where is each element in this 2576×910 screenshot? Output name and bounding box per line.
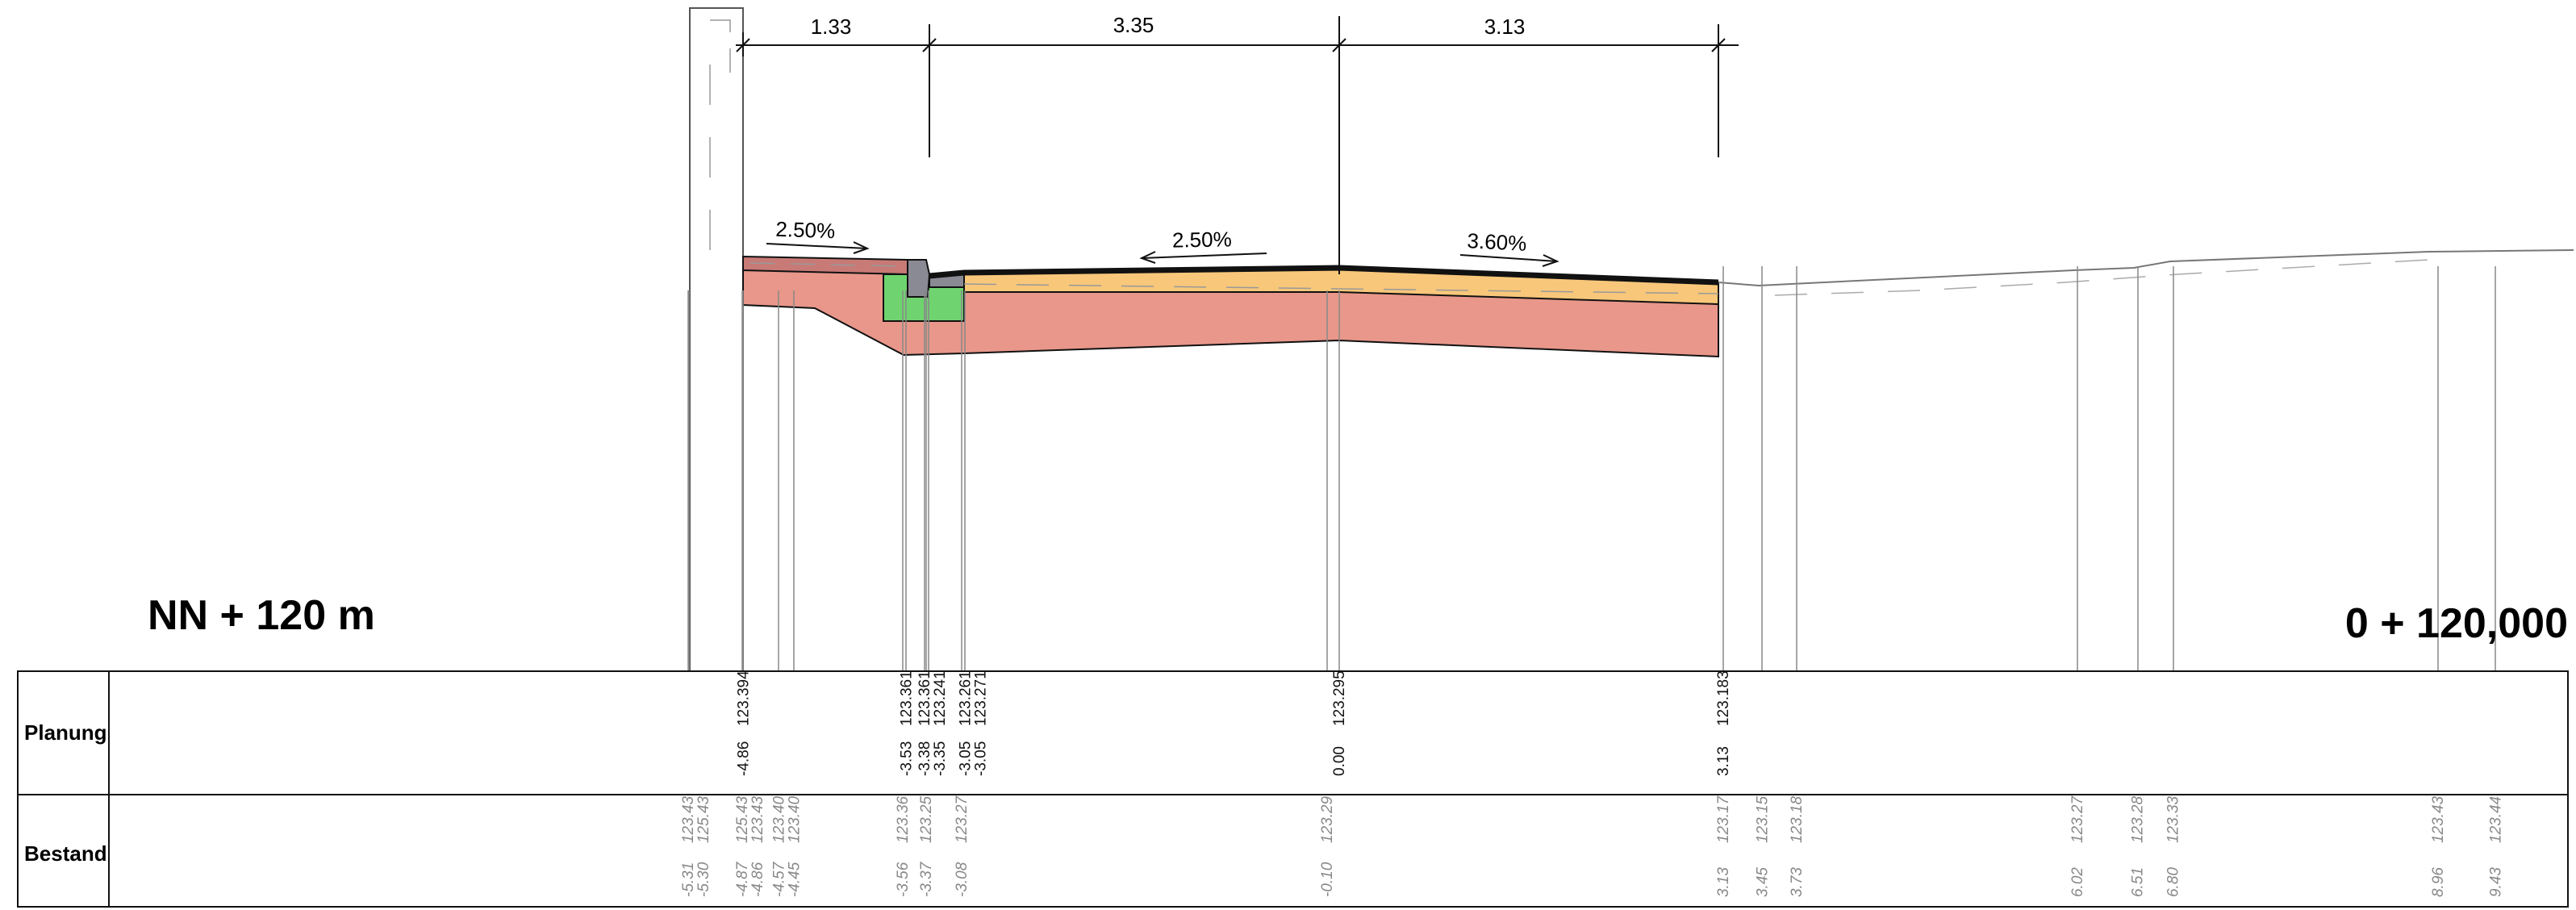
bestand-offset: 6.51 [2130,867,2147,897]
bestand-elevation: 123.25 [918,795,935,843]
bestand-offset: 8.96 [2430,867,2447,897]
bestand-offset: 6.02 [2069,867,2086,897]
bestand-offset: 6.80 [2165,867,2182,897]
planung-elevation: 123.361 [916,670,933,726]
slope-right: 3.60% [1467,228,1527,256]
planung-offset: -3.05 [957,741,974,776]
dimension-1: 1.33 [811,15,852,39]
slope-arrows [766,241,1559,267]
surface-course [929,265,1719,286]
bestand-offset: -3.08 [954,862,971,897]
bestand-offset: -4.87 [734,861,751,897]
bestand-offset: -4.57 [770,861,787,897]
bestand-offset: 9.43 [2487,867,2504,897]
bestand-offset: 3.13 [1715,867,1732,897]
planung-offset: 3.13 [1715,746,1732,776]
bestand-elevation: 123.40 [770,795,787,843]
planung-elevation: 123.183 [1715,670,1732,726]
planung-elevation: 123.361 [898,670,915,726]
bestand-elevation: 123.18 [1789,795,1806,843]
dimension-chain [736,16,1739,274]
planung-offset: -4.86 [735,741,752,776]
planung-offset: -3.38 [916,741,933,776]
row-label-planung: Planung [24,720,107,745]
station-label: 0 + 120,000 [2345,600,2568,647]
planung-elevation: 123.394 [735,670,752,726]
bestand-elevation: 123.27 [2069,795,2086,843]
bestand-elevation: 123.43 [680,795,697,843]
bestand-elevation: 125.43 [734,795,751,843]
bestand-offset: 3.73 [1789,867,1806,897]
planung-values: 123.394-4.86123.361-3.53123.361-3.38123.… [735,670,1731,776]
bestand-values: 123.43 -5.31 125.43 -5.30 125.43 -4.87 123.43 -… [680,795,2504,897]
bestand-elevation: 123.27 [954,795,971,843]
bestand-elevation: 123.29 [1319,795,1336,843]
planung-offset: -3.05 [972,741,989,776]
bestand-elevation: 123.17 [1715,795,1732,843]
bestand-offset: -4.86 [749,862,766,897]
bestand-elevation: 123.43 [749,795,766,843]
bestand-offset: -5.31 [680,862,697,897]
planung-offset: 0.00 [1331,746,1348,776]
planung-elevation: 123.295 [1331,670,1348,726]
slope-left: 2.50% [775,217,836,244]
bestand-offset: -3.37 [918,861,935,897]
planung-elevation: 123.241 [932,670,949,726]
bestand-elevation: 123.15 [1754,795,1771,843]
planung-elevation: 123.261 [957,670,974,726]
bestand-offset: -3.56 [895,862,912,897]
bestand-elevation: 123.33 [2165,795,2182,843]
existing-wall [689,7,744,672]
row-label-bestand: Bestand [24,841,107,866]
bestand-offset: -5.30 [695,862,712,897]
bestand-elevation: 123.40 [786,795,803,843]
planung-offset: -3.53 [898,741,915,776]
bestand-offset: -4.45 [786,862,803,897]
planung-elevation: 123.271 [972,670,989,726]
datum-label: NN + 120 m [148,592,375,639]
dimension-2: 3.35 [1113,13,1154,37]
planung-offset: -3.35 [932,741,949,776]
station-lines [687,266,2496,671]
bestand-elevation: 125.43 [695,795,712,843]
bestand-elevation: 123.43 [2430,795,2447,843]
bestand-elevation: 123.36 [895,795,912,843]
bestand-elevation: 123.28 [2130,795,2147,843]
data-table [17,670,2569,908]
slope-middle: 2.50% [1172,227,1232,252]
pavement-layers [742,255,1719,358]
bestand-elevation: 123.44 [2487,796,2504,843]
existing-terrain [1718,249,2574,296]
bestand-offset: -0.10 [1319,862,1336,897]
bestand-offset: 3.45 [1754,867,1771,897]
dimension-3: 3.13 [1484,15,1526,39]
